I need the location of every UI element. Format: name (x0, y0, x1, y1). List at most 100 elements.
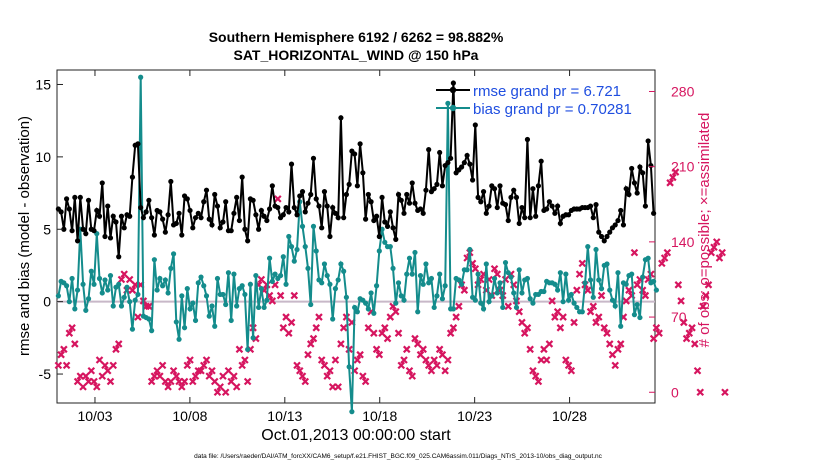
bias-point (330, 316, 336, 322)
bias-point (631, 312, 638, 318)
count-point (545, 340, 554, 348)
count-point (424, 361, 433, 370)
rmse-point (648, 162, 654, 169)
y-tick-label-left: 5 (43, 221, 51, 237)
bias-point (371, 310, 377, 316)
bias-point (64, 283, 70, 289)
legend-rmse-marker (449, 86, 457, 94)
count-point (427, 366, 436, 375)
count-point (323, 372, 331, 380)
bias-point (55, 293, 61, 299)
count-point (227, 377, 235, 386)
count-point (551, 313, 559, 321)
rmse-point (642, 203, 648, 209)
rmse-point (615, 217, 621, 224)
rmse-point (223, 199, 229, 205)
bias-point (209, 303, 215, 309)
bias-point (91, 281, 97, 287)
count-point (71, 340, 79, 348)
bias-point (352, 304, 358, 311)
count-point (235, 345, 244, 354)
count-point (216, 383, 224, 391)
y-tick-label-right: 210 (671, 159, 695, 175)
rmse-point (127, 213, 133, 219)
bias-point (129, 326, 136, 332)
y-axis-label-right: # of obs: o=possible; ×=assimilated (696, 113, 713, 348)
count-point (586, 307, 595, 316)
bias-point (511, 290, 517, 296)
plot-frame (56, 69, 656, 404)
data-file-footer: data file: /Users/raeder/DAI/ATM_forcXX/… (194, 453, 603, 460)
rmse-point (371, 217, 377, 224)
bias-point (459, 281, 465, 287)
count-point (556, 324, 565, 332)
count-point (92, 383, 101, 391)
bias-point (376, 248, 382, 254)
count-point (520, 329, 529, 337)
count-point (232, 383, 241, 391)
bias-point (214, 275, 221, 282)
rmse-point (387, 209, 393, 215)
bias-point (121, 294, 127, 300)
bias-point (393, 300, 399, 306)
bias-point (404, 271, 410, 277)
count-point (295, 366, 304, 375)
rmse-point (590, 215, 596, 221)
count-point (542, 356, 551, 364)
rmse-point (365, 191, 371, 198)
bias-point (190, 300, 196, 306)
count-point (685, 329, 694, 337)
count-point (435, 345, 444, 354)
rmse-point (173, 220, 179, 227)
x-tick-label: 10/13 (267, 408, 302, 424)
bias-point (124, 284, 130, 290)
rmse-point (352, 151, 358, 157)
rmse-point (261, 213, 267, 219)
rmse-point (157, 209, 163, 215)
count-point (128, 286, 137, 294)
count-point (460, 286, 469, 294)
bias-point (513, 304, 520, 311)
bias-point (637, 314, 643, 321)
bias-point (596, 277, 602, 283)
count-point (375, 350, 384, 359)
rmse-point (201, 199, 207, 205)
bias-point (138, 74, 144, 80)
rmse-point (593, 202, 599, 208)
bias-point (472, 297, 478, 303)
bias-point (387, 244, 393, 250)
bias-point (135, 291, 141, 298)
count-point (145, 302, 153, 311)
bias-point (640, 274, 646, 280)
bias-point (80, 281, 86, 287)
legend-rmse-label: rmse grand pr = 6.721 (473, 83, 621, 100)
x-tick-label: 10/08 (172, 408, 207, 424)
bias-point (305, 265, 311, 271)
bias-point (264, 297, 270, 303)
rmse-point (363, 216, 369, 222)
bias-point (552, 281, 558, 287)
count-point (167, 377, 175, 386)
bias-point (83, 307, 89, 313)
count-point (164, 383, 172, 391)
bias-point (212, 323, 218, 329)
count-point (504, 302, 513, 311)
rmse-point (83, 231, 89, 237)
rmse-point (511, 187, 517, 193)
rmse-point (604, 233, 610, 240)
count-point (60, 345, 68, 354)
rmse-point (85, 197, 92, 203)
count-point (548, 297, 556, 305)
bias-point (574, 304, 580, 311)
bias-point (341, 268, 347, 274)
count-point (95, 356, 104, 364)
count-point (696, 388, 705, 397)
bias-point (398, 293, 404, 299)
y-tick-label-right: 0 (671, 384, 679, 400)
rmse-point (409, 180, 415, 186)
rmse-point (140, 215, 147, 221)
rmse-point (555, 203, 561, 209)
count-point (677, 297, 685, 305)
bias-point (247, 281, 253, 287)
rmse-point (637, 164, 643, 170)
